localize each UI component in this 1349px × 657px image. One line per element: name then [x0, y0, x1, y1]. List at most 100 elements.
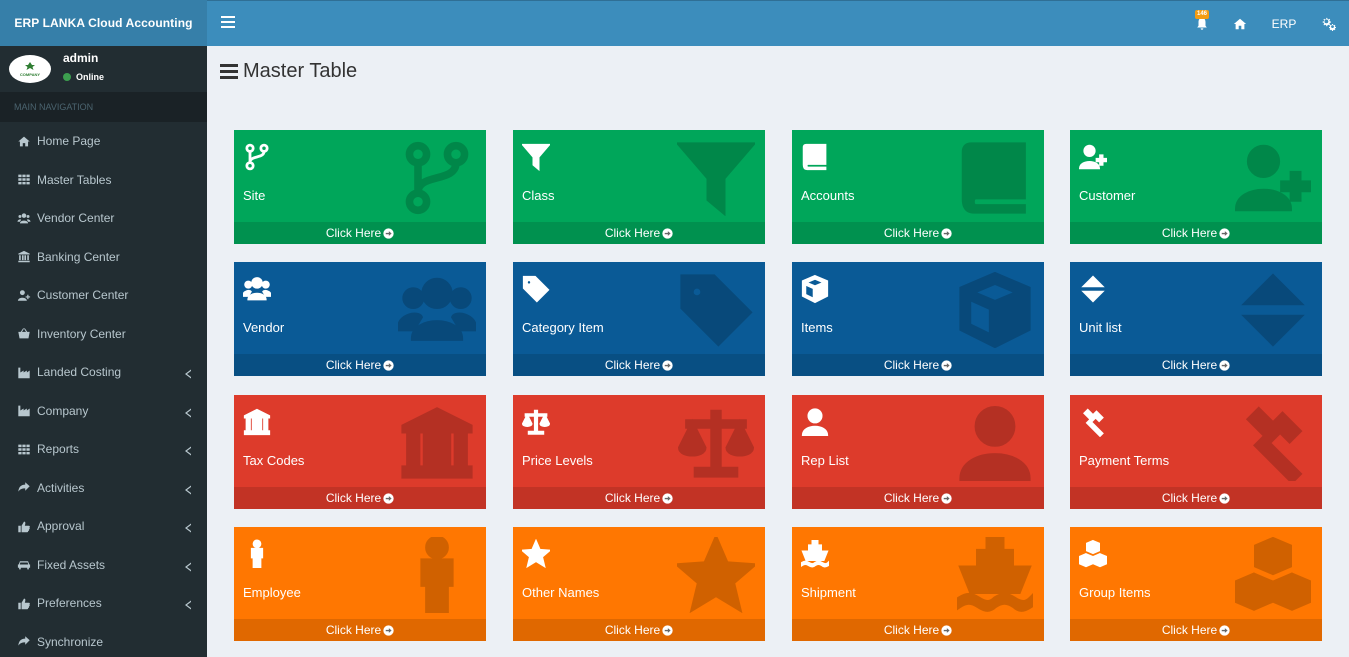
erp-menu-button[interactable]: ERP [1259, 1, 1309, 47]
chevron-left-icon [185, 368, 191, 379]
tile-class[interactable]: Class Click Here [513, 130, 765, 244]
tile-background-icon [956, 271, 1034, 349]
tile-click-here-link[interactable]: Click Here [234, 222, 486, 244]
chevron-left-icon [185, 560, 191, 572]
tile-click-here-link[interactable]: Click Here [513, 619, 765, 641]
chevron-left-icon [185, 600, 191, 610]
sidebar-item-master-tables[interactable]: Master Tables [0, 161, 207, 200]
filter-icon [675, 142, 757, 217]
sidebar-item-vendor-center[interactable]: Vendor Center [0, 199, 207, 238]
tile-small-icon [242, 274, 272, 304]
sidebar-item-inventory-center[interactable]: Inventory Center [0, 315, 207, 354]
user-plus-icon [1078, 144, 1107, 170]
tile-background-icon [1234, 405, 1312, 485]
tile-click-here-link[interactable]: Click Here [1070, 487, 1322, 509]
tile-click-here-link[interactable]: Click Here [513, 487, 765, 509]
sidebar-toggle-button[interactable] [221, 16, 235, 30]
tile-background-icon [675, 140, 757, 217]
user-icon [801, 408, 829, 436]
tile-background-icon [677, 272, 755, 348]
tile-click-here-link[interactable]: Click Here [513, 354, 765, 376]
tag-icon [522, 275, 550, 303]
tile-unit-list[interactable]: Unit list Click Here [1070, 262, 1322, 376]
tile-tax-codes[interactable]: Tax Codes Click Here [234, 395, 486, 509]
tile-small-icon [801, 539, 829, 569]
sidebar-item-label: Preferences [37, 596, 102, 611]
tile-items[interactable]: Items Click Here [792, 262, 1044, 376]
sidebar-item-landed-costing[interactable]: Landed Costing [0, 353, 207, 392]
main-content: Master Table Site Click Here Class Click He… [207, 46, 1349, 657]
tile-click-here-link[interactable]: Click Here [1070, 354, 1322, 376]
tile-click-here-link[interactable]: Click Here [792, 354, 1044, 376]
tile-employee[interactable]: Employee Click Here [234, 527, 486, 641]
sidebar-item-fixed-assets[interactable]: Fixed Assets [0, 546, 207, 585]
tile-small-icon [801, 274, 829, 304]
sidebar-item-customer-center[interactable]: Customer Center [0, 276, 207, 315]
arrow-circle-right-icon [941, 624, 952, 636]
tile-accounts[interactable]: Accounts Click Here [792, 130, 1044, 244]
arrow-circle-right-icon [1219, 624, 1230, 636]
chevron-left-icon [185, 408, 191, 418]
tile-label: Payment Terms [1079, 453, 1170, 468]
tile-shipment[interactable]: Shipment Click Here [792, 527, 1044, 641]
tile-click-here-link[interactable]: Click Here [1070, 222, 1322, 244]
arrow-circle-right-icon [662, 227, 673, 239]
user-plus-icon [1234, 144, 1311, 212]
tile-click-here-link[interactable]: Click Here [792, 222, 1044, 244]
tile-click-here-link[interactable]: Click Here [1070, 619, 1322, 641]
tile-payment-terms[interactable]: Payment Terms Click Here [1070, 395, 1322, 509]
chevron-left-icon [185, 562, 191, 572]
tile-click-here-link[interactable]: Click Here [513, 222, 765, 244]
grid-icon [18, 444, 30, 455]
tile-category-item[interactable]: Category Item Click Here [513, 262, 765, 376]
app-logo[interactable]: ERP LANKA Cloud Accounting [0, 0, 207, 46]
sidebar-item-label: Approval [37, 519, 85, 534]
sidebar-item-label: Fixed Assets [37, 557, 106, 572]
tile-footer-text: Click Here [883, 358, 940, 372]
tile-click-here-link[interactable]: Click Here [234, 487, 486, 509]
tile-label: Employee [243, 585, 301, 600]
tile-click-here-link[interactable]: Click Here [792, 487, 1044, 509]
chevron-left-icon [185, 369, 191, 379]
thumbs-up-icon [18, 521, 30, 532]
tile-other-names[interactable]: Other Names Click Here [513, 527, 765, 641]
user-name: admin [63, 50, 99, 65]
arrow-circle-right-icon [1219, 624, 1230, 636]
tile-label: Vendor [243, 320, 285, 335]
tile-rep-list[interactable]: Rep List Click Here [792, 395, 1044, 509]
arrow-circle-right-icon [383, 492, 394, 504]
sidebar-item-banking-center[interactable]: Banking Center [0, 238, 207, 277]
tile-footer-text: Click Here [1161, 491, 1218, 505]
sidebar-item-activities[interactable]: Activities [0, 469, 207, 508]
ship-icon [957, 537, 1033, 612]
leaf-icon [25, 61, 35, 70]
sidebar-item-synchronize[interactable]: Synchronize [0, 623, 207, 657]
tile-price-levels[interactable]: Price Levels Click Here [513, 395, 765, 509]
tile-customer[interactable]: Customer Click Here [1070, 130, 1322, 244]
sidebar-item-company[interactable]: Company [0, 392, 207, 431]
tile-group-items[interactable]: Group Items Click Here [1070, 527, 1322, 641]
tile-click-here-link[interactable]: Click Here [234, 354, 486, 376]
sidebar-item-approval[interactable]: Approval [0, 507, 207, 546]
erp-label: ERP [1271, 17, 1297, 31]
avatar: COMPANY [9, 55, 51, 83]
tile-small-icon [1079, 274, 1107, 304]
tile-click-here-link[interactable]: Click Here [234, 619, 486, 641]
sidebar-item-reports[interactable]: Reports [0, 430, 207, 469]
notifications-button[interactable]: 146 [1183, 1, 1221, 47]
sidebar-item-home-page[interactable]: Home Page [0, 122, 207, 161]
tile-vendor[interactable]: Vendor Click Here [234, 262, 486, 376]
arrow-circle-right-icon [662, 624, 673, 636]
tile-click-here-link[interactable]: Click Here [792, 619, 1044, 641]
tile-site[interactable]: Site Click Here [234, 130, 486, 244]
tile-background-icon [398, 405, 476, 481]
tile-background-icon [1234, 272, 1312, 348]
tile-label: Category Item [522, 320, 604, 335]
arrow-circle-right-icon [941, 492, 952, 504]
sidebar-item-preferences[interactable]: Preferences [0, 584, 207, 623]
home-button[interactable] [1221, 1, 1259, 47]
arrow-circle-right-icon [941, 492, 952, 504]
settings-button[interactable] [1309, 1, 1349, 47]
male-icon [420, 535, 454, 613]
tile-small-icon [243, 407, 271, 437]
